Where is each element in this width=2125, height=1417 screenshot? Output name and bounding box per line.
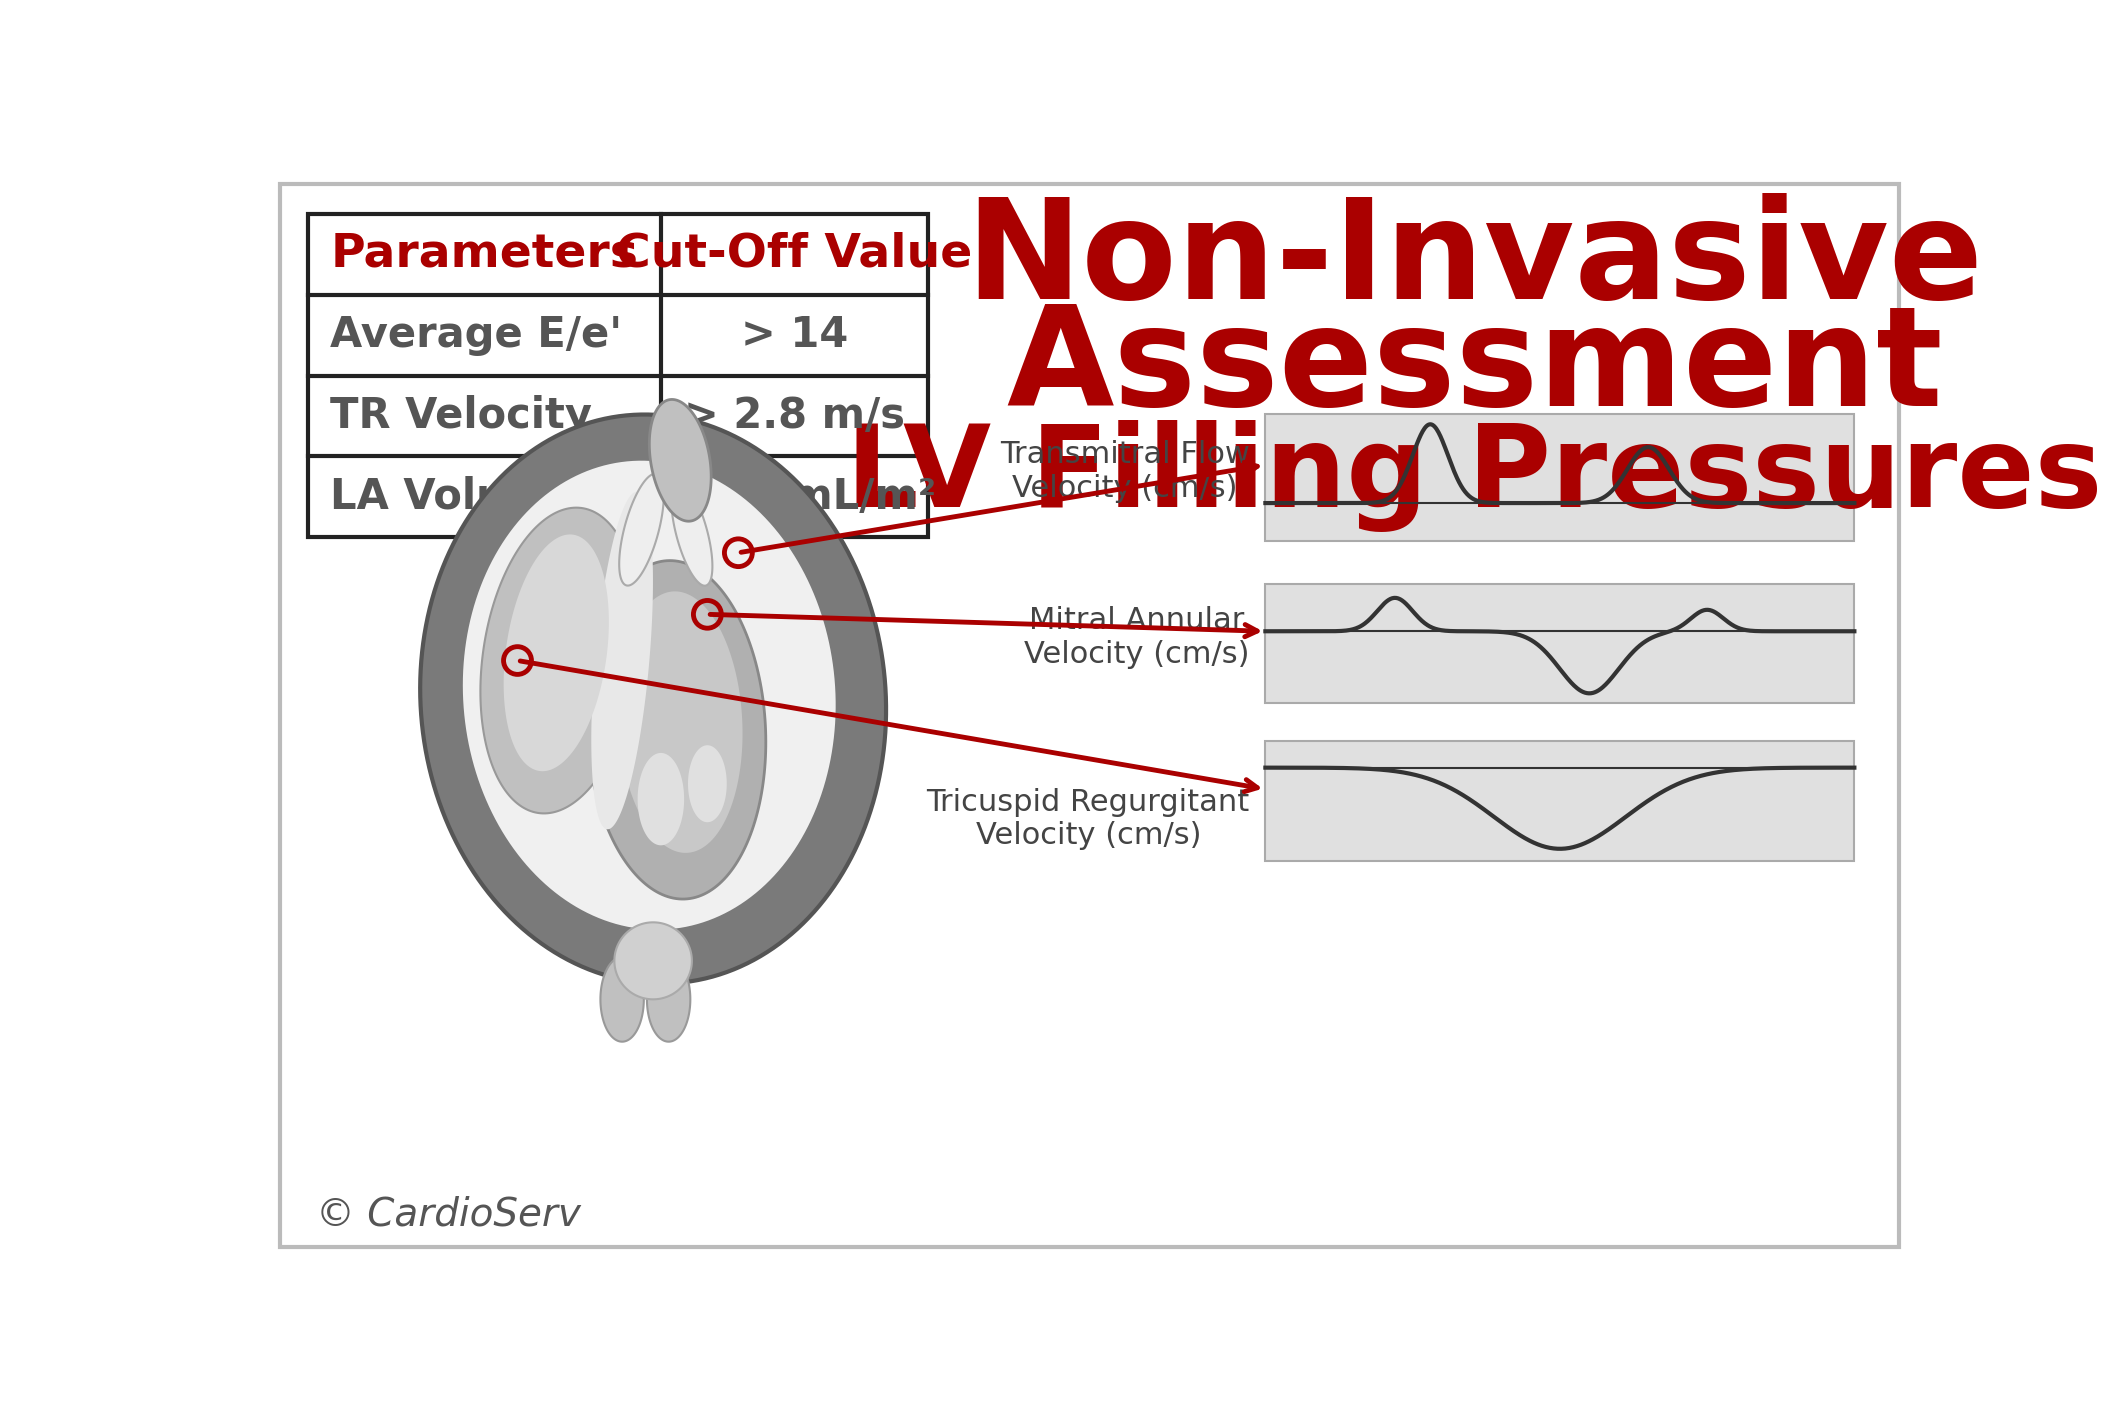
Text: LV Filling Pressures: LV Filling Pressures: [846, 419, 2104, 531]
Text: > 34  mL/m²: > 34 mL/m²: [652, 476, 937, 517]
Text: > 2.8 m/s: > 2.8 m/s: [684, 395, 905, 436]
Text: > 14: > 14: [742, 315, 848, 356]
Text: Assessment: Assessment: [1007, 300, 1942, 435]
Text: Tricuspid Regurgitant
Velocity (cm/s): Tricuspid Regurgitant Velocity (cm/s): [926, 788, 1250, 850]
Polygon shape: [480, 507, 640, 813]
Polygon shape: [586, 561, 765, 898]
Polygon shape: [618, 473, 663, 585]
Bar: [308, 214, 929, 537]
Polygon shape: [672, 482, 712, 585]
Bar: [1264, 414, 1855, 541]
Text: Mitral Annular
Velocity (cm/s): Mitral Annular Velocity (cm/s): [1024, 606, 1250, 669]
Text: Non-Invasive: Non-Invasive: [965, 193, 1983, 327]
Text: Cut-Off Value: Cut-Off Value: [616, 232, 973, 276]
Bar: [1264, 741, 1855, 860]
Polygon shape: [650, 400, 712, 521]
Text: Average E/e': Average E/e': [329, 315, 623, 356]
Bar: [1264, 584, 1855, 703]
Text: TR Velocity: TR Velocity: [329, 395, 593, 436]
Polygon shape: [504, 534, 610, 771]
Text: LA Volume Index: LA Volume Index: [329, 476, 722, 517]
Text: Transmitral Flow
Velocity (cm/s): Transmitral Flow Velocity (cm/s): [1001, 441, 1250, 503]
FancyBboxPatch shape: [280, 184, 1898, 1247]
Polygon shape: [646, 956, 691, 1041]
Text: © CardioServ: © CardioServ: [317, 1196, 580, 1234]
Polygon shape: [618, 591, 742, 853]
Polygon shape: [638, 752, 684, 846]
Polygon shape: [688, 745, 727, 822]
Polygon shape: [591, 492, 652, 829]
Polygon shape: [614, 922, 693, 999]
Text: Parameters: Parameters: [332, 232, 638, 276]
Polygon shape: [421, 415, 886, 983]
Polygon shape: [463, 461, 835, 930]
Polygon shape: [601, 956, 644, 1041]
